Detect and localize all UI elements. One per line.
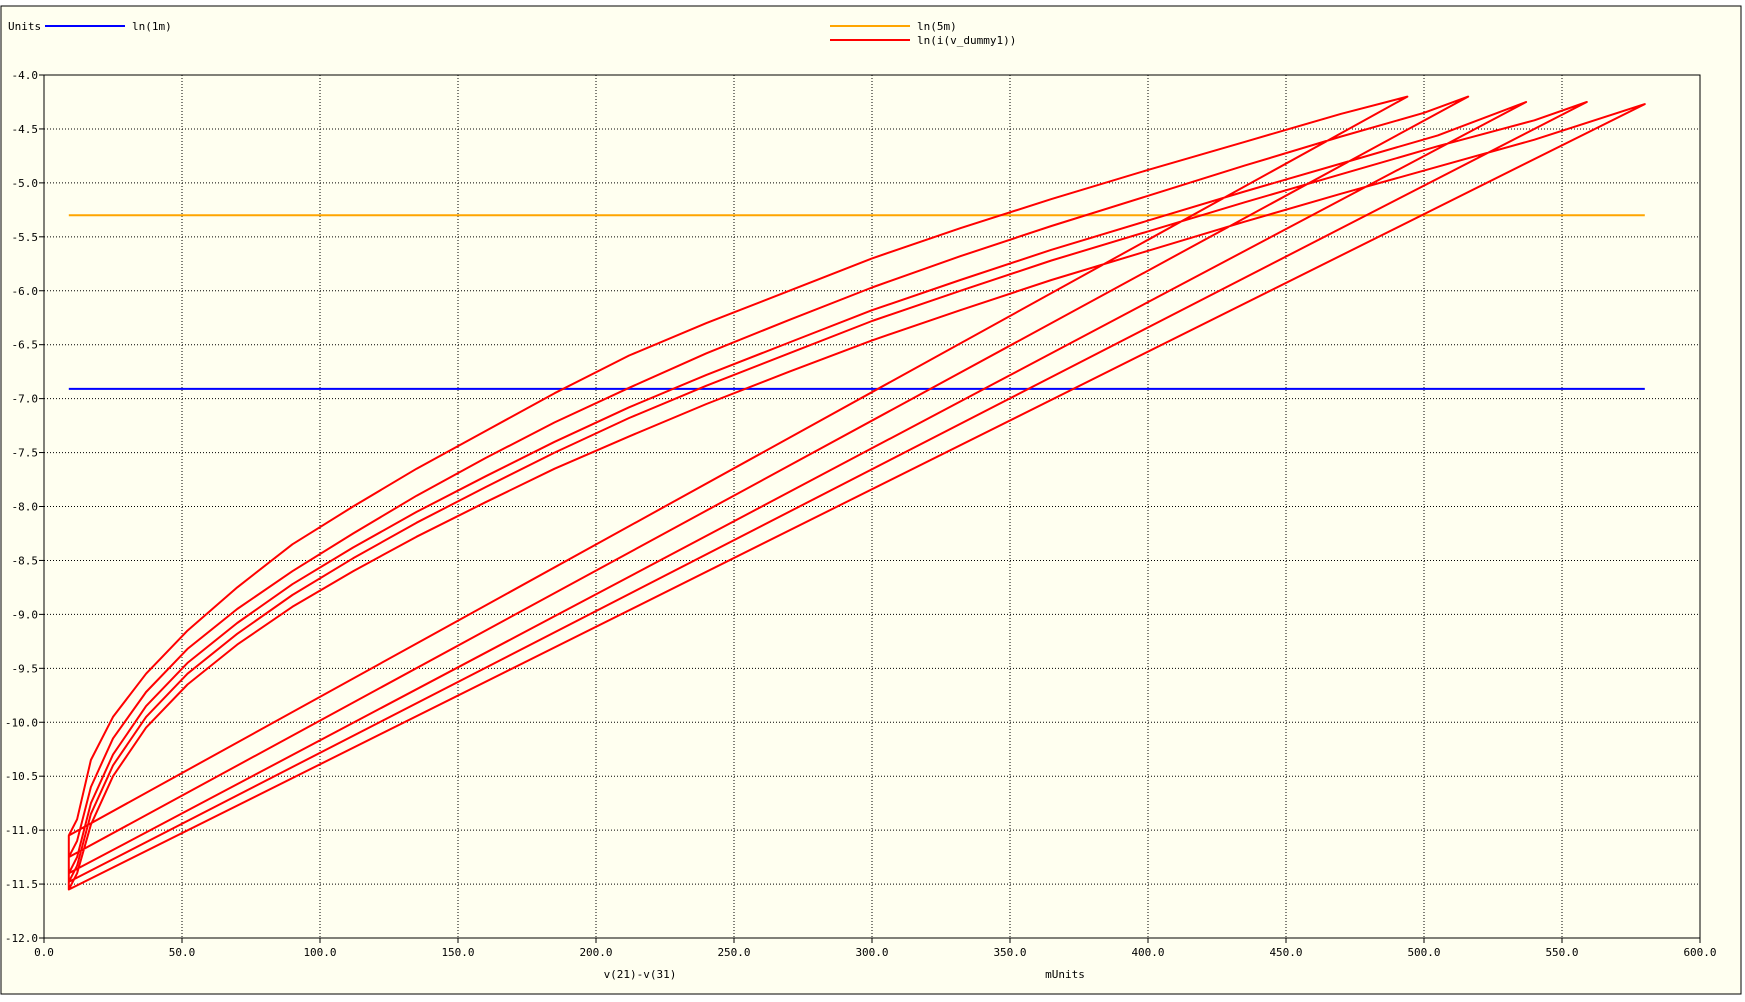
x-tick-label: 350.0 [993,946,1026,959]
grid [44,75,1700,938]
y-tick-label: -4.5 [12,123,39,136]
y-units-label: Units [8,20,41,33]
x-tick-label: 450.0 [1269,946,1302,959]
series-layer [67,95,1646,891]
y-tick-label: -4.0 [12,69,39,82]
y-tick-label: -7.0 [12,393,39,406]
y-tick-label: -5.5 [12,231,39,244]
legend-label-ln5m: ln(5m) [917,20,957,33]
x-axis-label: v(21)-v(31) [604,968,677,981]
x-tick-label: 600.0 [1683,946,1716,959]
y-tick-label: -9.5 [12,662,39,675]
y-tick-label: -6.0 [12,285,39,298]
y-tick-label: -11.0 [5,824,38,837]
x-tick-label: 300.0 [855,946,888,959]
x-tick-label: 50.0 [169,946,196,959]
x-tick-label: 0.0 [34,946,54,959]
y-tick-label: -9.0 [12,608,39,621]
legend: Units ln(1m) ln(5m) ln(i(v_dummy1)) [8,20,1016,47]
axes [39,74,1701,943]
x-tick-label: 100.0 [303,946,336,959]
y-tick-label: -10.5 [5,770,38,783]
y-tick-label: -12.0 [5,932,38,945]
series-line-ln-i-v-dummy1 [67,95,1646,891]
x-tick-label: 200.0 [579,946,612,959]
x-units-label: mUnits [1045,968,1085,981]
x-tick-label: 550.0 [1545,946,1578,959]
tick-labels: 0.0 50.0 100.0 150.0 200.0 250.0 300.0 350.0 400… [5,69,1717,959]
x-tick-label: 500.0 [1407,946,1440,959]
x-tick-label: 150.0 [441,946,474,959]
y-tick-label: -6.5 [12,339,39,352]
y-tick-label: -7.5 [12,447,39,460]
y-tick-label: -8.5 [12,554,39,567]
plot-frame [43,74,1701,939]
x-tick-label: 400.0 [1131,946,1164,959]
legend-label-ln1m: ln(1m) [132,20,172,33]
y-tick-label: -10.0 [5,716,38,729]
y-tick-label: -5.0 [12,177,39,190]
x-tick-label: 250.0 [717,946,750,959]
y-tick-label: -11.5 [5,878,38,891]
legend-label-ln-i-vdummy1: ln(i(v_dummy1)) [917,34,1016,47]
y-tick-label: -8.0 [12,501,39,514]
